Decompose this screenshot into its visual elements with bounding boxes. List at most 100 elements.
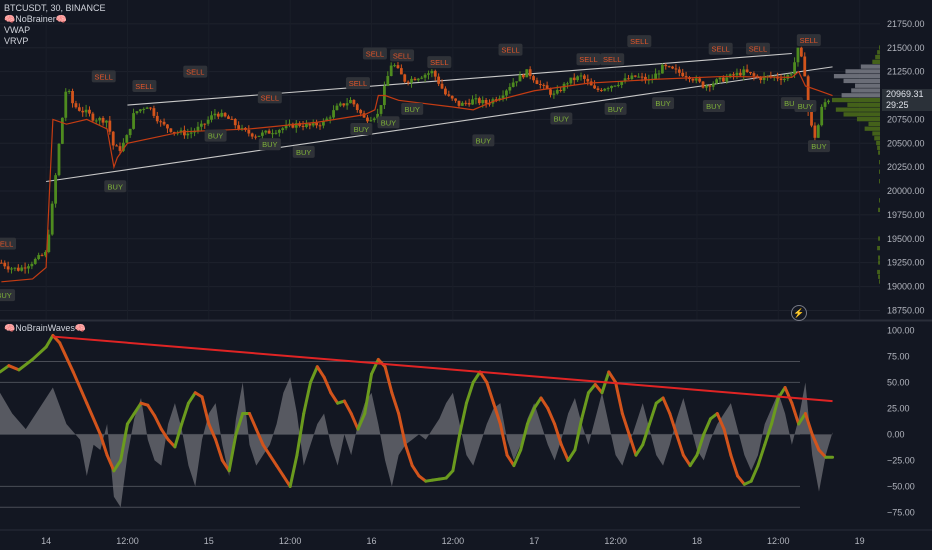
candle-body (532, 76, 535, 81)
indicator-nobrainer[interactable]: 🧠NoBrainer🧠 (4, 14, 67, 24)
indicator-vrvp[interactable]: VRVP (4, 36, 29, 46)
wave-segment (797, 412, 807, 426)
wave-segment (302, 380, 313, 416)
time-tick-label: 12:00 (442, 536, 465, 546)
candle-body (660, 64, 664, 74)
candle-body (596, 88, 600, 90)
candle-body (440, 83, 444, 89)
wave-segment (702, 417, 713, 436)
candle-body (654, 73, 657, 79)
candle-body (701, 81, 705, 88)
wave-segment (207, 422, 218, 442)
candle-body (515, 81, 519, 83)
candle-body (518, 74, 522, 82)
price-tick-label: 20750.00 (887, 114, 925, 124)
buy-label-box (550, 112, 573, 125)
wave-segment (159, 427, 170, 442)
candle-body (427, 73, 430, 75)
candle-body (447, 94, 451, 96)
volume-profile-bar (878, 150, 880, 155)
candle-body (372, 118, 376, 121)
wave-segment (186, 391, 197, 405)
oscillator-legend[interactable]: 🧠NoBrainWaves🧠 (4, 323, 87, 333)
candle-body (291, 123, 295, 128)
candle-body (108, 120, 112, 132)
buy-label-box (350, 122, 373, 135)
volume-profile-bar (879, 179, 880, 184)
candle-body (203, 123, 207, 125)
candle-body (213, 113, 217, 116)
wave-segment (7, 364, 21, 372)
time-axis[interactable]: 14 12:00 15 12:00 16 12:00 17 12:00 18 12:00 19 (0, 529, 932, 546)
candle-body (247, 129, 251, 134)
candle-body (576, 76, 580, 81)
vwap-path (1, 70, 833, 283)
candle-body (799, 47, 803, 57)
candle-body (16, 267, 20, 271)
candle-body (583, 75, 586, 79)
candle-body (332, 110, 335, 118)
oscillator-axis[interactable]: 100.00 75.00 50.00 25.00 0.00 −25.00 −50.00 −75… (887, 325, 915, 517)
price-tick-label: 20000.00 (887, 186, 925, 196)
symbol-title[interactable]: BTCUSDT, 30, BINANCE (4, 3, 106, 13)
volume-profile-bar (843, 78, 880, 84)
volume-profile-bar (877, 245, 880, 251)
volume-profile-bar (878, 260, 880, 265)
candle-body (105, 120, 108, 123)
wave-segment (634, 443, 645, 457)
candle-body (240, 127, 244, 129)
volume-profile-bar (879, 198, 880, 203)
wave-segment (464, 380, 475, 405)
candle-body (623, 78, 627, 82)
candle-body (183, 130, 186, 136)
candle-body (444, 88, 447, 95)
signal-labels[interactable]: SELL SELL SELL SELL SELL SELL SELL SELL SELL SELL… (0, 34, 830, 302)
sell-label-box (91, 70, 116, 83)
candle-body (538, 84, 542, 86)
candle-body (471, 99, 474, 105)
candle-body (477, 98, 481, 104)
oscillator-histogram (0, 377, 833, 508)
candle-body (284, 125, 288, 129)
volume-profile-bar (860, 64, 880, 69)
volume-profile-bar (879, 279, 880, 284)
wave-segment (553, 422, 563, 447)
wave-segment (566, 448, 577, 462)
candle-body (793, 62, 796, 75)
time-tick-label: 12:00 (604, 536, 627, 546)
candle-body (474, 98, 478, 100)
wave-segment (383, 365, 394, 395)
wave-segment (810, 432, 821, 452)
wave-segment (539, 396, 550, 410)
candle-body (806, 76, 810, 111)
wave-segment (119, 422, 129, 462)
candle-body (505, 90, 508, 96)
wave-segment (397, 412, 407, 447)
price-axis[interactable]: 21750.0021500.0021250.0021000.0020750.00… (887, 19, 925, 316)
candle-body (98, 117, 102, 121)
sell-label-box (0, 237, 17, 250)
candle-body (732, 74, 735, 76)
candle-body (216, 113, 220, 117)
candle-body (369, 120, 373, 122)
volume-profile-bar (879, 169, 880, 174)
oscillator-tick-label: 25.00 (887, 403, 910, 413)
buy-label: BUY (208, 132, 223, 141)
candle-body (47, 234, 51, 253)
indicator-vwap[interactable]: VWAP (4, 25, 31, 35)
lightning-icon[interactable]: ⚡ (791, 305, 807, 321)
candle-body (311, 122, 315, 126)
wave-segment (627, 432, 638, 457)
volume-profile-bar (864, 126, 880, 131)
wave-segment (444, 469, 455, 480)
candle-body (3, 262, 7, 267)
candle-body (260, 132, 264, 136)
time-tick-label: 14 (41, 536, 51, 546)
candle-body (633, 75, 637, 77)
candle-body (735, 72, 739, 76)
candle-body (410, 78, 413, 83)
chart-legend: BTCUSDT, 30, BINANCE 🧠NoBrainer🧠 VWAP VR… (4, 3, 106, 47)
candle-body (711, 83, 715, 87)
candle-body (393, 65, 396, 67)
